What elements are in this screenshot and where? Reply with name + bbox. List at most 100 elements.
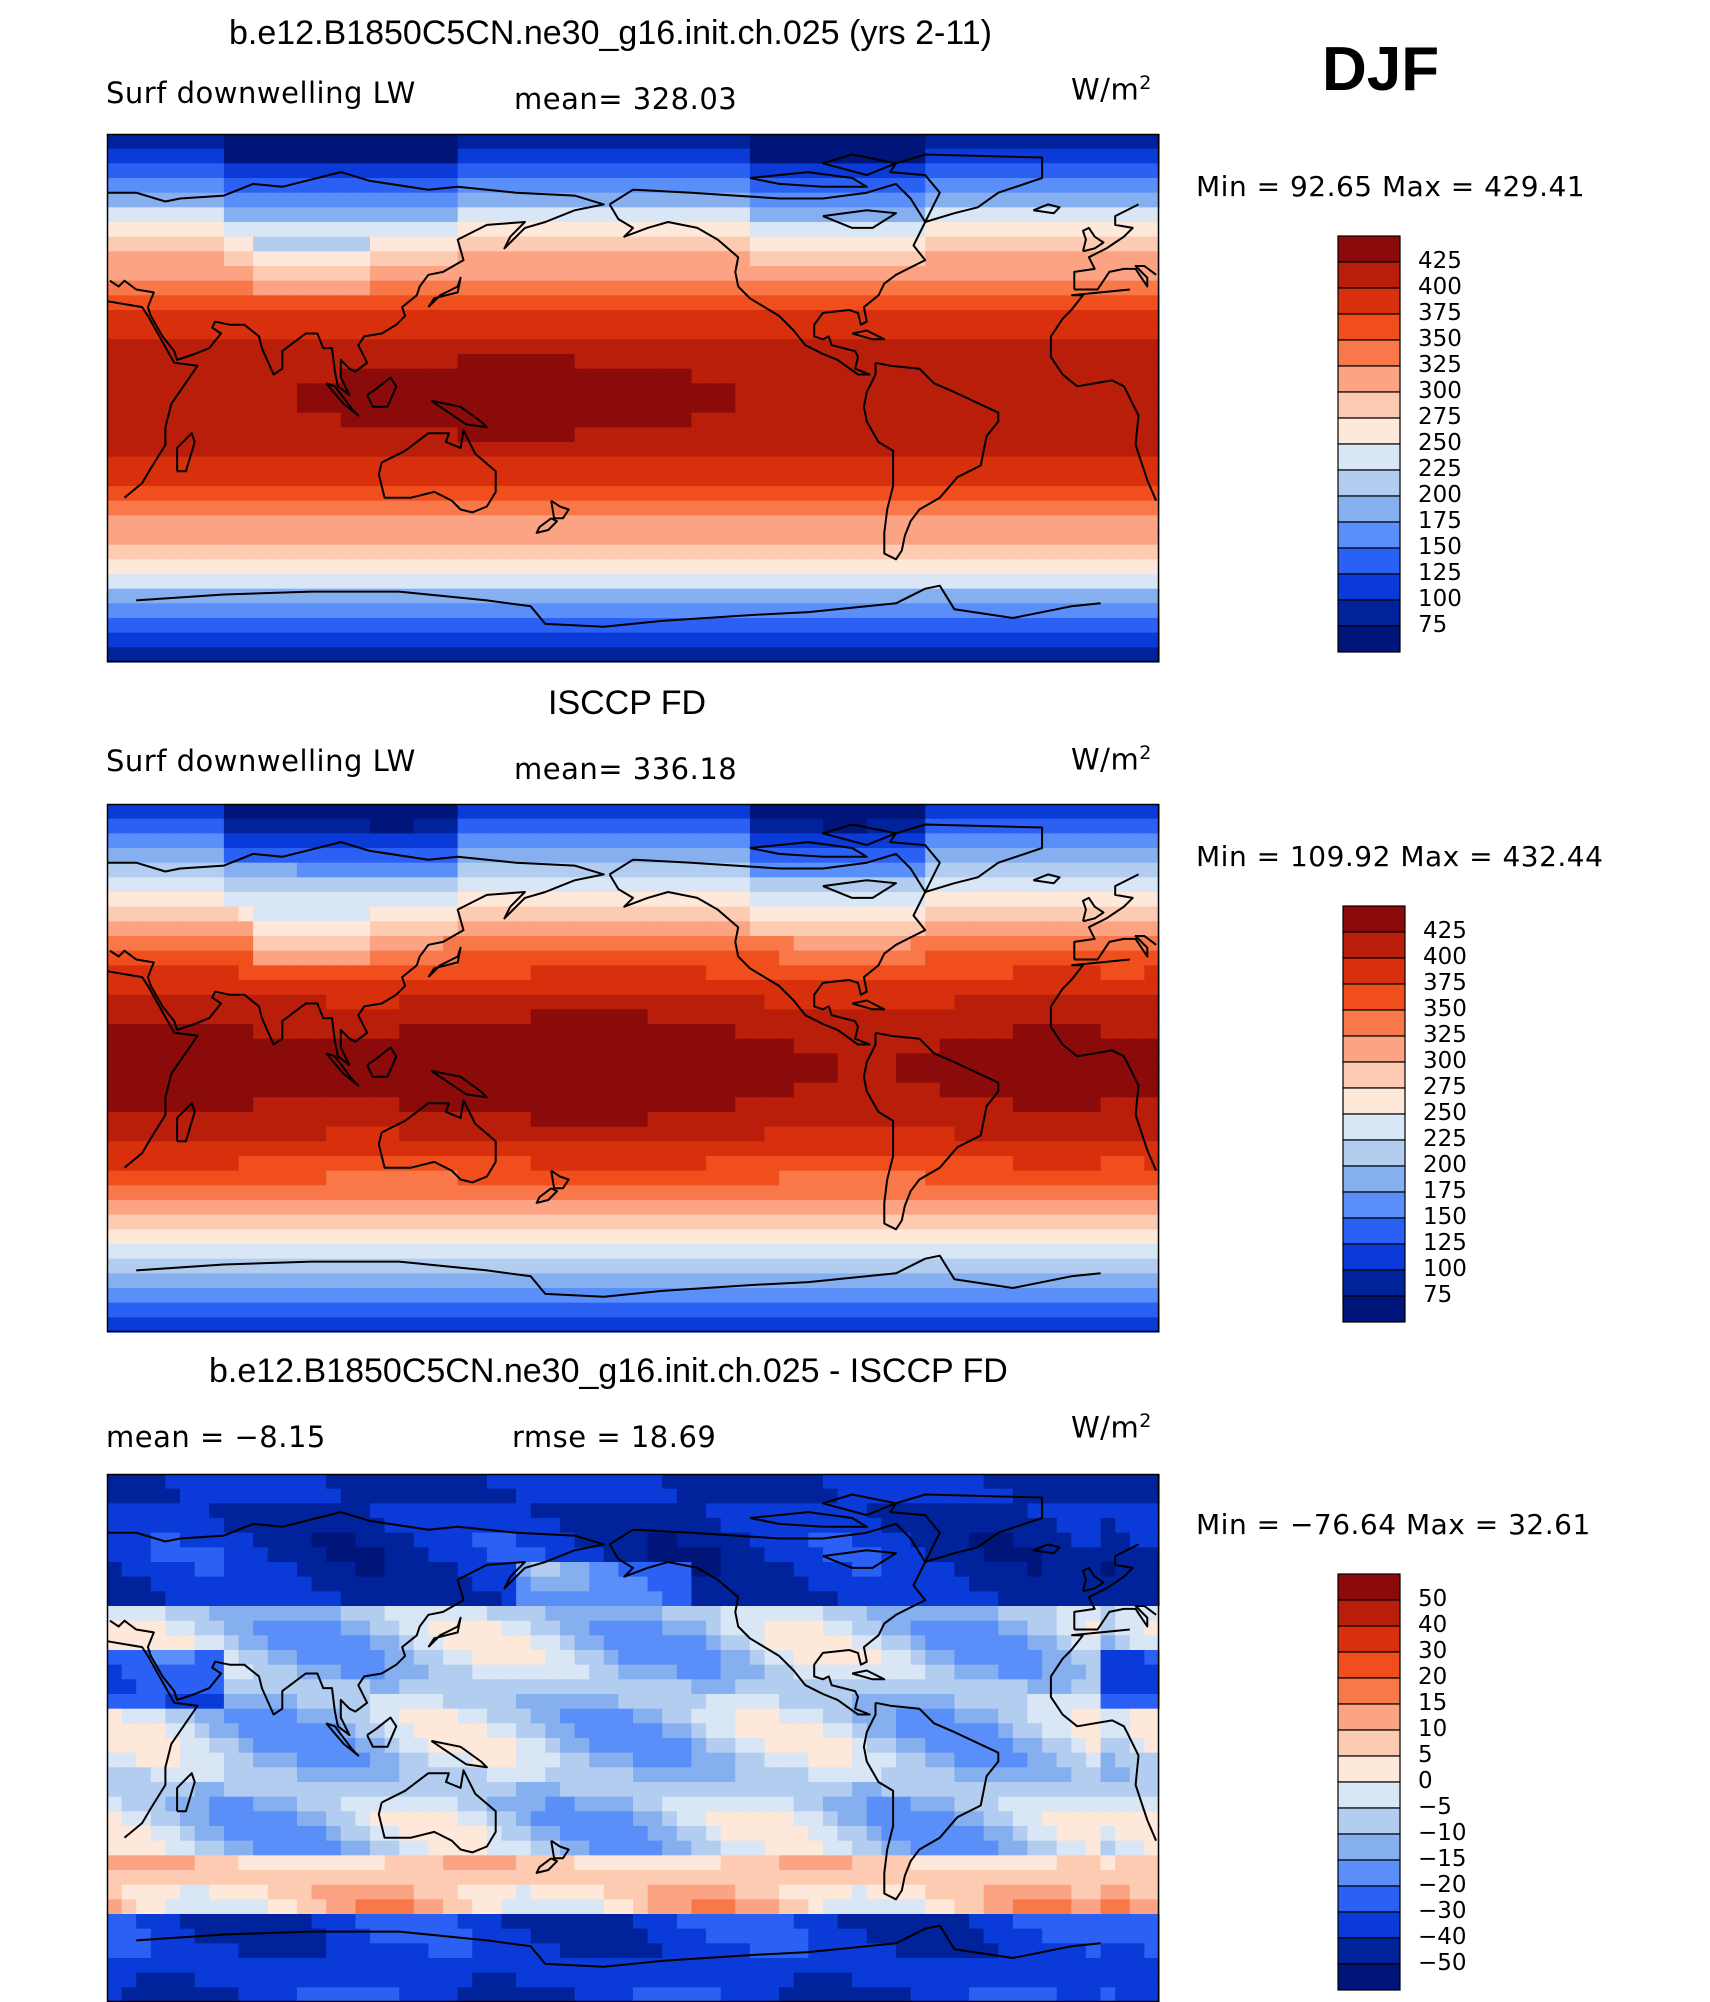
field-cell bbox=[180, 1273, 196, 1289]
field-cell bbox=[384, 632, 400, 648]
field-cell bbox=[925, 456, 941, 472]
field-cell bbox=[428, 442, 444, 458]
field-cell bbox=[472, 1024, 488, 1040]
field-cell bbox=[326, 148, 342, 164]
field-cell bbox=[443, 192, 459, 208]
field-cell bbox=[1056, 994, 1072, 1010]
field-cell bbox=[1042, 980, 1058, 996]
field-cell bbox=[910, 1082, 926, 1098]
field-cell bbox=[267, 515, 283, 531]
field-cell bbox=[574, 280, 590, 296]
field-cell bbox=[954, 1097, 970, 1113]
field-cell bbox=[457, 251, 473, 267]
field-cell bbox=[706, 1009, 722, 1025]
field-cell bbox=[559, 442, 576, 458]
field-cell bbox=[983, 980, 999, 996]
field-cell bbox=[355, 921, 371, 937]
field-cell bbox=[837, 603, 853, 619]
field-cell bbox=[1027, 1112, 1043, 1128]
field-cell bbox=[910, 442, 926, 458]
field-cell bbox=[939, 994, 956, 1010]
field-cell bbox=[559, 1244, 576, 1260]
field-cell bbox=[311, 1170, 327, 1186]
field-cell bbox=[574, 324, 590, 340]
field-cell bbox=[1100, 804, 1116, 820]
field-cell bbox=[472, 1258, 488, 1274]
field-cell bbox=[194, 603, 210, 619]
field-cell bbox=[735, 427, 751, 443]
field-cell bbox=[998, 324, 1014, 340]
field-cell bbox=[954, 1038, 970, 1054]
field-cell bbox=[253, 818, 269, 834]
field-cell bbox=[296, 280, 313, 296]
field-cell bbox=[969, 471, 985, 487]
field-cell bbox=[896, 1112, 912, 1128]
field-cell bbox=[223, 530, 240, 546]
field-cell bbox=[150, 412, 167, 428]
field-cell bbox=[925, 324, 941, 340]
field-cell bbox=[1115, 368, 1131, 384]
field-cell bbox=[969, 965, 985, 981]
field-cell bbox=[340, 980, 356, 996]
field-cell bbox=[779, 632, 795, 648]
field-cell bbox=[618, 134, 634, 150]
field-cell bbox=[282, 1156, 298, 1172]
field-cell bbox=[1144, 1068, 1160, 1084]
field-cell bbox=[326, 906, 342, 922]
field-cell bbox=[939, 427, 956, 443]
field-cell bbox=[1115, 134, 1131, 150]
field-cell bbox=[559, 1024, 576, 1040]
field-cell bbox=[983, 500, 999, 516]
field-cell bbox=[866, 1112, 882, 1128]
field-cell bbox=[983, 936, 999, 952]
field-cell bbox=[501, 324, 517, 340]
field-cell bbox=[107, 892, 123, 908]
field-cell bbox=[662, 354, 678, 370]
field-cell bbox=[340, 530, 356, 546]
field-cell bbox=[340, 1024, 356, 1040]
field-cell bbox=[107, 1244, 123, 1260]
field-cell bbox=[852, 530, 868, 546]
field-cell bbox=[107, 1185, 123, 1201]
field-cell bbox=[516, 339, 532, 355]
field-cell bbox=[574, 833, 590, 849]
field-cell bbox=[443, 965, 459, 981]
field-cell bbox=[1085, 295, 1102, 311]
field-cell bbox=[545, 398, 561, 414]
field-cell bbox=[998, 442, 1014, 458]
field-cell bbox=[282, 310, 298, 326]
field-cell bbox=[165, 368, 181, 384]
field-cell bbox=[764, 486, 780, 502]
field-cell bbox=[340, 632, 356, 648]
field-cell bbox=[121, 1185, 137, 1201]
field-cell bbox=[910, 354, 926, 370]
field-cell bbox=[691, 1053, 707, 1069]
field-cell bbox=[1012, 266, 1029, 282]
field-cell bbox=[749, 471, 766, 487]
field-cell bbox=[603, 921, 619, 937]
field-cell bbox=[822, 178, 839, 194]
field-cell bbox=[267, 1244, 283, 1260]
colorbar-swatch bbox=[1337, 573, 1401, 601]
field-cell bbox=[1071, 442, 1087, 458]
field-cell bbox=[457, 192, 473, 208]
field-cell bbox=[589, 965, 605, 981]
coastline bbox=[1032, 203, 1061, 215]
field-cell bbox=[574, 574, 590, 590]
field-cell bbox=[1115, 163, 1131, 179]
field-cell bbox=[107, 1053, 123, 1069]
field-cell bbox=[443, 574, 459, 590]
field-cell bbox=[253, 134, 269, 150]
field-cell bbox=[384, 1068, 400, 1084]
field-cell bbox=[370, 163, 386, 179]
field-cell bbox=[136, 544, 152, 560]
field-cell bbox=[822, 588, 839, 604]
field-cell bbox=[808, 1200, 824, 1216]
field-cell bbox=[209, 339, 225, 355]
field-cell bbox=[691, 1126, 707, 1142]
field-cell bbox=[822, 427, 839, 443]
field-cell bbox=[136, 163, 152, 179]
field-cell bbox=[662, 1009, 678, 1025]
field-cell bbox=[194, 442, 210, 458]
field-cell bbox=[194, 818, 210, 834]
